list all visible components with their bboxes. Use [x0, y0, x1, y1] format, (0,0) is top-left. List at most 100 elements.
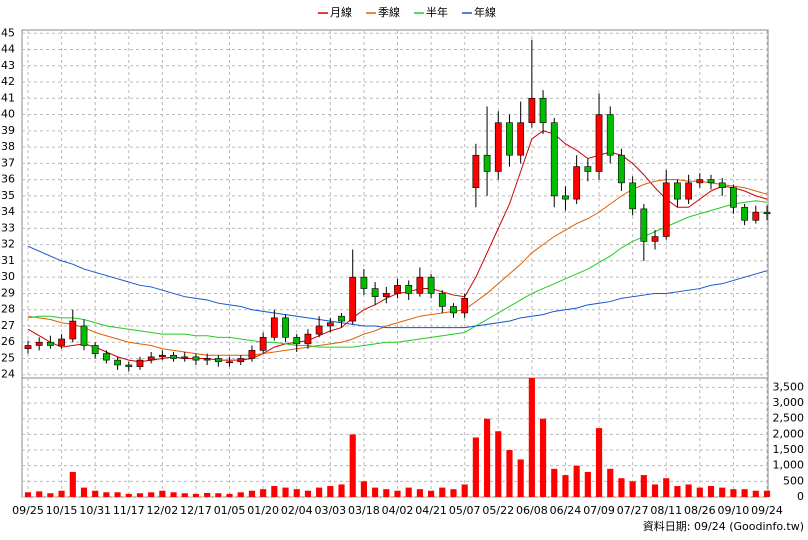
x-tick-label: 12/17 [180, 504, 212, 517]
candle-body [214, 358, 222, 363]
volume-bar [685, 484, 692, 497]
volume-bar [215, 493, 222, 497]
candle-body [718, 182, 726, 189]
y-tick-label: 37 [1, 156, 15, 169]
volume-bar [730, 489, 737, 497]
candle-body [405, 285, 413, 294]
candle-body [293, 337, 301, 345]
legend-label: 年線 [474, 5, 496, 19]
y-tick-label: 39 [1, 124, 15, 137]
volume-bar [181, 493, 188, 497]
x-tick-label: 12/02 [147, 504, 179, 517]
volume-bar [159, 490, 166, 497]
volume-bar [439, 487, 446, 497]
candle-body [662, 182, 670, 237]
candle-body [248, 350, 256, 359]
volume-bar [629, 481, 636, 497]
y-tick-label: 29 [1, 286, 15, 299]
volume-bar [226, 493, 233, 497]
volume-bar [539, 418, 547, 497]
volume-bar [170, 492, 177, 497]
x-tick-label: 10/31 [79, 504, 111, 517]
y-tick-label: 43 [1, 59, 15, 72]
candle-body [539, 97, 547, 123]
candle-body [618, 154, 625, 184]
volume-bar [125, 493, 132, 497]
x-tick-label: 06/24 [550, 504, 582, 517]
candle-body [741, 206, 748, 221]
candle-body [595, 114, 603, 172]
candle-body [360, 276, 368, 289]
candle-body [640, 208, 648, 242]
volume-bar [416, 489, 423, 497]
candle-body [763, 211, 771, 215]
candle-body [91, 345, 99, 354]
candle-body [69, 320, 77, 340]
volume-bar [517, 459, 524, 497]
candle-body [517, 122, 525, 156]
candle-body [461, 298, 469, 314]
candle-body [282, 317, 289, 338]
x-tick-label: 06/08 [516, 504, 548, 517]
volume-tick-label: 0 [797, 490, 804, 503]
candle-body [382, 293, 390, 297]
volume-bar [80, 487, 88, 497]
x-tick-label: 04/02 [382, 504, 414, 517]
y-tick-label: 42 [1, 75, 15, 88]
volume-bar [450, 489, 457, 497]
candle-body [326, 322, 334, 327]
volume-bar [327, 486, 334, 497]
volume-tick-label: 1,500 [773, 443, 805, 456]
volume-bar [349, 434, 356, 497]
y-tick-label: 33 [1, 221, 15, 234]
x-tick-label: 10/15 [46, 504, 78, 517]
volume-bar [551, 468, 558, 497]
x-tick-label: 03/03 [314, 504, 346, 517]
x-tick-label: 09/24 [751, 504, 783, 517]
y-tick-label: 28 [1, 303, 15, 316]
candle-body [394, 285, 401, 294]
candle-body [147, 356, 155, 361]
candle-body [450, 306, 457, 314]
candle-body [226, 361, 233, 364]
volume-bar [405, 487, 412, 497]
volume-bar [148, 492, 155, 497]
candle-body [114, 359, 121, 366]
y-tick-label: 32 [1, 238, 15, 251]
candle-body [528, 97, 536, 123]
volume-bar [506, 450, 513, 497]
volume-bar [360, 481, 367, 497]
candle-body [192, 356, 200, 361]
candle-body [685, 182, 693, 200]
candle-body [573, 166, 581, 200]
y-tick-label: 27 [1, 319, 15, 332]
candle-body [203, 358, 211, 361]
candle-body [438, 293, 446, 307]
volume-bar [260, 489, 267, 497]
volume-bar [562, 475, 569, 497]
volume-bar [428, 490, 435, 497]
y-tick-label: 35 [1, 189, 15, 202]
volume-bar [752, 490, 759, 497]
volume-bar [461, 484, 468, 497]
candle-body [35, 341, 43, 346]
y-tick-label: 24 [1, 368, 15, 381]
x-tick-label: 08/11 [650, 504, 682, 517]
x-tick-label: 05/22 [482, 504, 514, 517]
y-tick-label: 36 [1, 173, 15, 186]
x-tick-label: 05/07 [449, 504, 481, 517]
y-tick-label: 30 [1, 270, 15, 283]
candle-body [427, 276, 435, 294]
y-tick-label: 31 [1, 254, 15, 267]
volume-bar [719, 487, 726, 497]
y-tick-label: 26 [1, 335, 15, 348]
candle-body [416, 276, 424, 294]
volume-bar [394, 490, 401, 497]
x-tick-label: 01/05 [214, 504, 246, 517]
candle-body [136, 359, 144, 367]
candle-body [259, 337, 267, 351]
candle-body [181, 356, 189, 359]
volume-bar [472, 437, 479, 497]
volume-bar [763, 490, 771, 497]
